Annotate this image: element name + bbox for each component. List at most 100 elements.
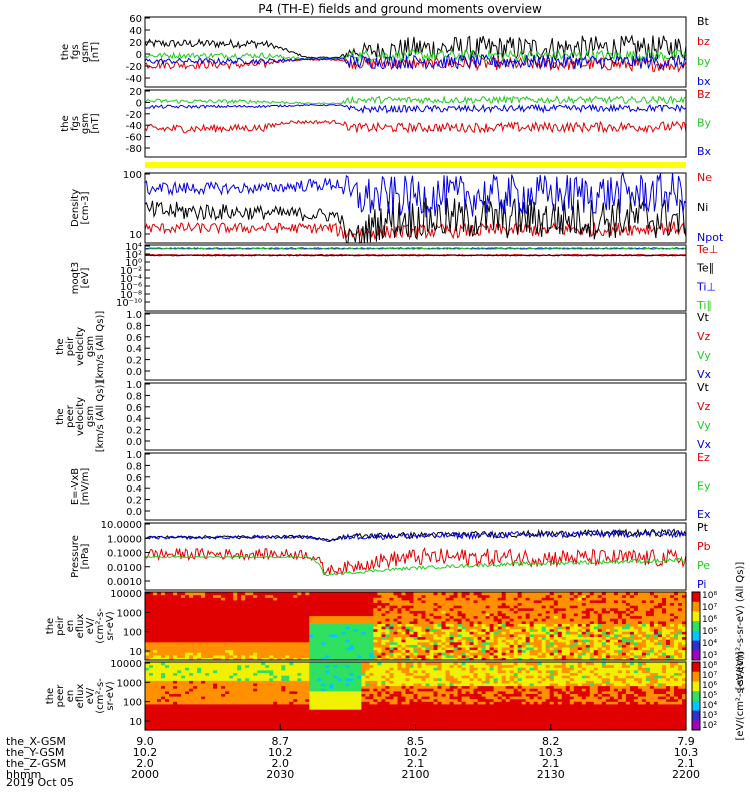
spectrogram-cell <box>321 631 326 635</box>
spectrogram-cell <box>285 688 290 692</box>
spectrogram-cell <box>533 639 539 643</box>
spectrogram-cell <box>205 714 210 718</box>
spectrogram-cell <box>297 646 302 651</box>
spectrogram-cell <box>473 612 479 617</box>
spectrogram-cell <box>405 594 411 598</box>
spectrogram-cell <box>457 639 463 643</box>
y-tick-label: 10000 <box>110 589 142 600</box>
spectrogram-cell <box>221 672 226 676</box>
spectrogram-cell <box>369 636 374 640</box>
y-axis-label-line: sr-eV) <box>105 611 116 640</box>
spectrogram-cell <box>265 633 270 637</box>
spectrogram-cell <box>301 716 306 721</box>
spectrogram-cell <box>537 628 543 632</box>
spectrogram-cell <box>329 688 334 692</box>
spectrogram-cell <box>193 664 198 668</box>
spectrogram-cell <box>293 701 298 705</box>
spectrogram-cell <box>309 714 314 718</box>
spectrogram-cell <box>670 649 675 653</box>
spectrogram-cell <box>269 631 274 635</box>
spectrogram-cell <box>489 599 495 603</box>
spectrogram-cell <box>670 654 675 658</box>
spectrogram-cell <box>225 636 230 640</box>
spectrogram-cell <box>213 662 218 666</box>
spectrogram-cell <box>249 693 254 697</box>
spectrogram-cell <box>305 615 310 619</box>
spectrogram-cell <box>469 652 475 656</box>
spectrogram-cell <box>349 633 354 637</box>
spectrogram-cell <box>181 602 186 606</box>
spectrogram-cell <box>513 646 519 651</box>
spectrogram-cell <box>385 605 390 609</box>
spectrogram-cell <box>417 615 423 619</box>
spectrogram-cell <box>501 633 507 637</box>
spectrogram-cell <box>269 667 274 671</box>
spectrogram-cell <box>549 607 555 611</box>
spectrogram-cell <box>157 667 162 671</box>
spectrogram-cell <box>325 680 330 684</box>
spectrogram-cell <box>501 628 507 632</box>
spectrogram-cell <box>525 620 531 624</box>
spectrogram-cell <box>229 693 234 697</box>
spectrogram-cell <box>537 602 543 606</box>
spectrogram-cell <box>585 623 591 627</box>
spectrogram-cell <box>333 597 338 601</box>
spectrogram-cell <box>361 626 366 630</box>
spectrogram-cell <box>317 610 322 614</box>
spectrogram-cell <box>297 639 302 643</box>
spectrogram-cell <box>637 599 643 603</box>
spectrogram-cell <box>301 664 306 668</box>
spectrogram-cell <box>221 628 226 632</box>
spectrogram-cell <box>169 703 174 707</box>
spectrogram-cell <box>662 618 667 622</box>
spectrogram-cell <box>377 639 382 643</box>
spectrogram-cell <box>205 649 210 653</box>
spectrogram-cell <box>670 628 675 632</box>
spectrogram-cell <box>441 610 447 614</box>
spectrogram-cell <box>245 657 250 661</box>
spectrogram-cell <box>545 623 551 627</box>
spectrogram-cell <box>157 636 162 640</box>
spectrogram-cell <box>585 620 591 624</box>
spectrogram-cell <box>233 719 238 723</box>
spectrogram-cell <box>537 657 543 661</box>
spectrogram-cell <box>373 610 378 614</box>
spectrogram-cell <box>161 652 166 656</box>
spectrogram-cell <box>645 652 651 656</box>
spectrogram-cell <box>209 605 214 609</box>
spectrogram-cell <box>541 644 547 648</box>
spectrogram-cell <box>245 693 250 697</box>
spectrogram-cell <box>313 680 318 684</box>
spectrogram-cell <box>433 649 439 653</box>
spectrogram-cell <box>670 594 675 598</box>
spectrogram-cell <box>305 677 310 681</box>
spectrogram-cell <box>209 599 214 603</box>
spectrogram-cell <box>417 649 423 653</box>
spectrogram-cell <box>161 644 166 648</box>
spectrogram-cell <box>453 623 459 627</box>
spectrogram-cell <box>201 688 206 692</box>
spectrogram-cell <box>193 605 198 609</box>
spectrogram-cell <box>165 711 170 715</box>
spectrogram-cell <box>301 669 306 673</box>
spectrogram-cell <box>229 722 234 726</box>
spectrogram-cell <box>657 623 663 627</box>
spectrogram-cell <box>633 615 639 619</box>
y-axis-label-line: eV/ <box>85 617 96 634</box>
spectrogram-cell <box>177 636 182 640</box>
spectrogram-cell <box>629 599 635 603</box>
spectrogram-cell <box>273 599 278 603</box>
spectrogram-cell <box>597 599 603 603</box>
spectrogram-cell <box>493 597 499 601</box>
spectrogram-cell <box>217 594 222 598</box>
spectrogram-cell <box>177 620 182 624</box>
spectrogram-cell <box>457 649 463 653</box>
spectrogram-cell <box>205 628 210 632</box>
spectrogram-cell <box>185 599 190 603</box>
spectrogram-cell <box>241 592 246 596</box>
spectrogram-cell <box>249 722 254 726</box>
spectrogram-cell <box>493 599 499 603</box>
spectrogram-cell <box>597 657 603 661</box>
spectrogram-cell <box>313 615 318 619</box>
spectrogram-cell <box>485 620 491 624</box>
